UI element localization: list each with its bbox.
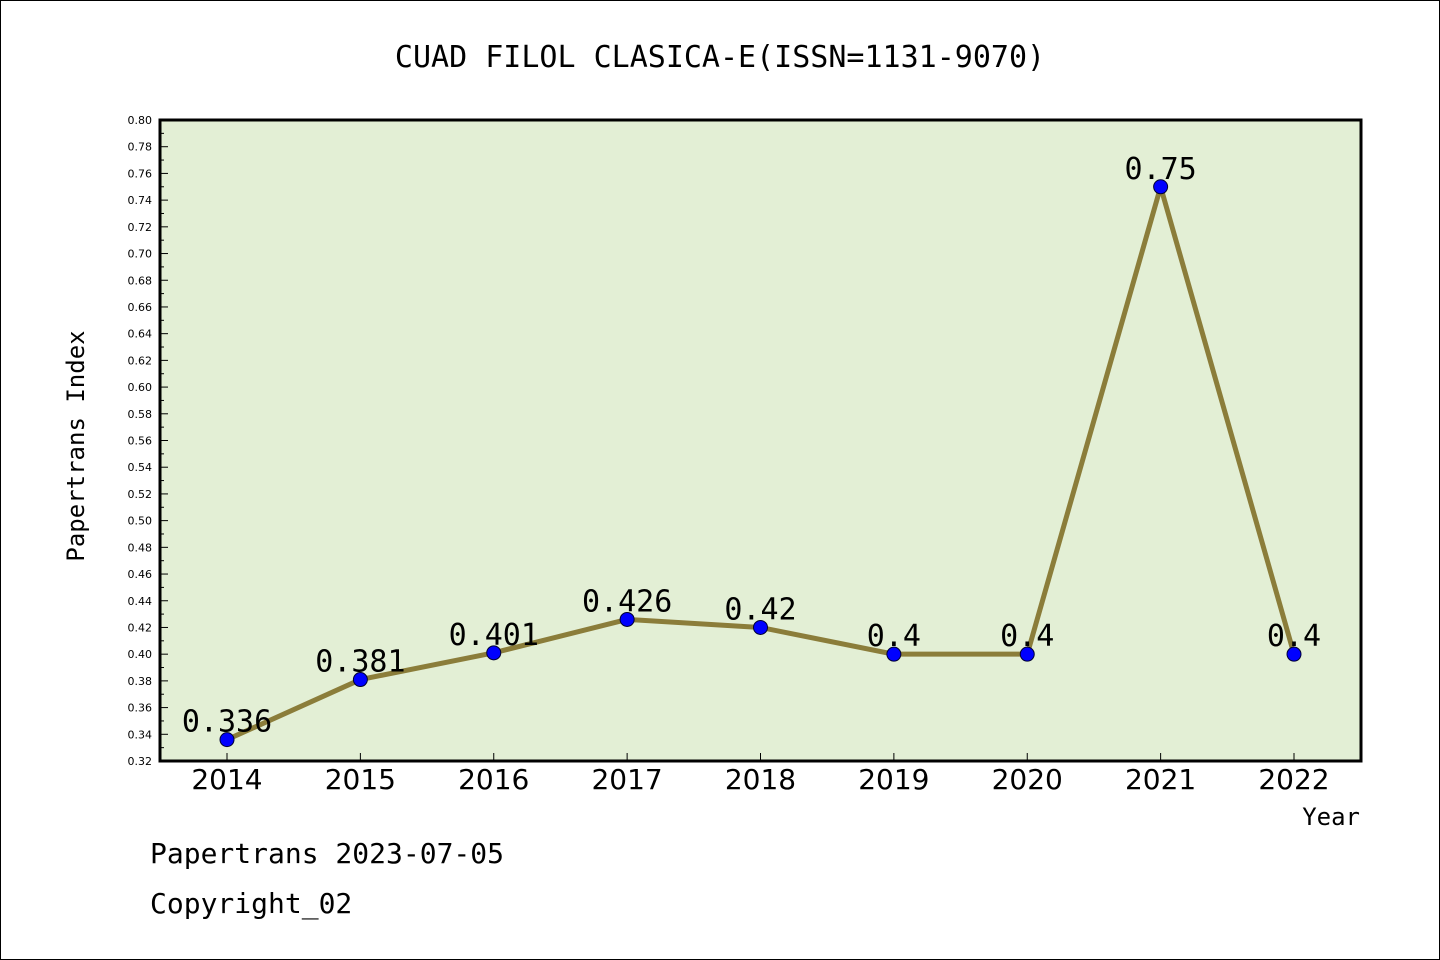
y-tick-label: 0.32 [128,755,153,768]
data-label: 0.336 [182,705,272,740]
x-tick-label: 2018 [725,763,796,796]
x-axis-title: Year [1302,803,1360,831]
y-tick-label: 0.62 [128,354,153,367]
y-tick-label: 0.46 [128,568,153,581]
y-tick-label: 0.72 [128,221,153,234]
data-point [886,646,902,662]
y-tick-label: 0.36 [128,702,153,715]
data-label: 0.4 [1000,619,1054,654]
y-tick-label: 0.74 [128,194,153,207]
chart-title: CUAD FILOL CLASICA-E(ISSN=1131-9070) [395,40,1045,75]
y-tick-label: 0.60 [128,381,153,394]
x-tick-label: 2021 [1125,763,1196,796]
data-point [486,645,502,661]
y-tick-label: 0.68 [128,274,153,287]
x-tick-label: 2019 [858,763,929,796]
y-tick-label: 0.50 [128,515,153,528]
data-point [1019,646,1035,662]
x-tick-label: 2015 [325,763,396,796]
plot-area [158,118,1363,763]
y-tick-label: 0.56 [128,435,153,448]
y-tick-label: 0.38 [128,675,153,688]
y-tick-label: 0.40 [128,648,153,661]
data-label: 0.381 [315,645,405,680]
data-point [219,732,235,748]
x-tick-label: 2020 [992,763,1063,796]
data-labels: 0.336 0.381 0.401 0.426 0.42 0.4 0.4 0.75 0.4 [182,152,1321,740]
data-label: 0.426 [582,584,672,619]
data-point [1286,646,1302,662]
data-point [619,611,635,627]
y-tick-label: 0.64 [128,328,153,341]
y-tick-label: 0.44 [128,595,153,608]
footer-date: Papertrans 2023-07-05 [150,837,504,870]
y-tick-label: 0.76 [128,167,153,180]
y-axis-ticks: 0.32 0.34 0.36 0.38 0.40 0.42 0.44 0.46 0.48 0.50… [128,114,168,768]
y-tick-label: 0.58 [128,408,153,421]
footer-copyright: Copyright_02 [150,887,352,921]
y-tick-label: 0.52 [128,488,153,501]
data-point [1153,179,1169,195]
x-tick-label: 2016 [458,763,529,796]
y-tick-label: 0.48 [128,541,153,554]
y-tick-label: 0.66 [128,301,153,314]
data-markers [219,179,1302,748]
y-tick-label: 0.54 [128,461,153,474]
x-tick-label: 2022 [1258,763,1329,796]
x-tick-label: 2014 [191,763,262,796]
y-tick-label: 0.78 [128,141,153,154]
y-axis-title: Papertrans Index [62,330,90,561]
data-label: 0.401 [449,618,539,653]
data-label: 0.42 [724,592,796,627]
y-tick-label: 0.70 [128,248,153,261]
data-label: 0.75 [1125,152,1197,187]
data-label: 0.4 [867,619,921,654]
y-tick-label: 0.34 [128,728,153,741]
y-tick-label: 0.42 [128,621,153,634]
x-tick-label: 2017 [591,763,662,796]
y-tick-label: 0.80 [128,114,153,127]
x-axis-ticks: 2014 2015 2016 2017 2018 2019 2020 2021 2022 [191,753,1330,796]
data-point [352,672,368,688]
data-label: 0.4 [1267,619,1321,654]
data-point [753,619,768,635]
